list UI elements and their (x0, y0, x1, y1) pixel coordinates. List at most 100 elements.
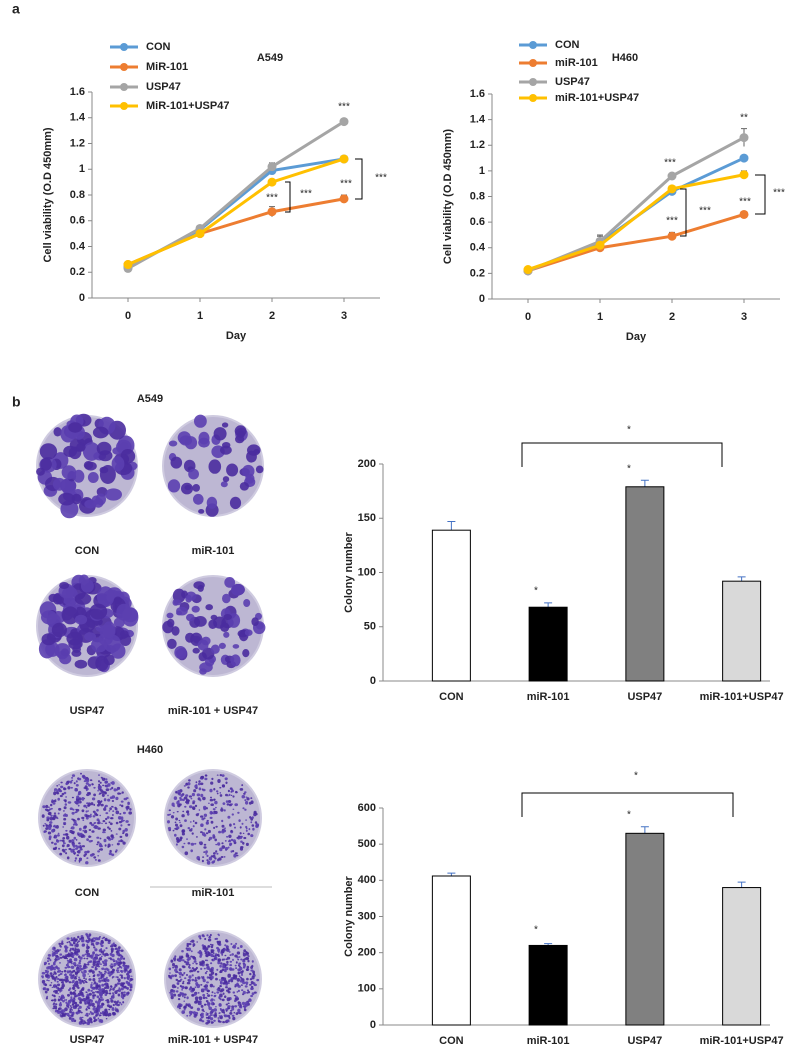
colony (118, 987, 121, 990)
colony (174, 833, 177, 837)
colony (98, 780, 100, 783)
colony (102, 820, 106, 823)
colony (193, 493, 204, 505)
colony (58, 942, 61, 946)
colony (103, 791, 107, 794)
colony (91, 966, 94, 968)
error-bar (640, 479, 649, 487)
colony (213, 995, 217, 998)
colony (41, 610, 58, 625)
colony (98, 977, 101, 980)
colony (115, 788, 119, 791)
colony (182, 980, 185, 983)
colony (250, 821, 253, 824)
colony (170, 959, 174, 963)
colony (65, 1001, 68, 1004)
colony (110, 999, 114, 1003)
colony (210, 1021, 214, 1024)
colony (120, 630, 129, 639)
colony (196, 941, 198, 943)
colony (62, 996, 65, 999)
colony (209, 816, 213, 820)
colony (122, 841, 126, 845)
annotation: * (634, 771, 638, 782)
colony (72, 1000, 75, 1003)
colony (226, 803, 230, 806)
colony (63, 999, 66, 1001)
colony (191, 939, 195, 943)
colony (129, 988, 132, 992)
colony (216, 774, 219, 776)
x-tick-label: 2 (269, 310, 275, 322)
colony (90, 985, 93, 989)
colony (81, 797, 85, 801)
bar (528, 606, 568, 682)
colony (107, 798, 111, 802)
colony (124, 828, 128, 832)
colony (205, 996, 208, 999)
colony (85, 981, 88, 984)
colony (53, 812, 57, 814)
colony (101, 960, 105, 963)
colony (59, 991, 61, 993)
colony (85, 978, 87, 980)
colony (61, 465, 77, 480)
colony (100, 800, 103, 803)
colony (250, 797, 253, 799)
colony (214, 838, 217, 842)
colony (81, 954, 85, 957)
colony (225, 1003, 228, 1006)
colony (62, 826, 65, 828)
colony (54, 979, 57, 982)
colony (97, 954, 100, 957)
colony (220, 445, 232, 455)
colony (92, 815, 96, 818)
colony-dish (164, 930, 262, 1028)
colony (234, 826, 236, 829)
colony (245, 829, 248, 832)
colony (227, 800, 232, 803)
x-tick-label: miR-101+USP47 (700, 691, 784, 703)
colony (175, 817, 179, 821)
colony (65, 963, 69, 967)
colony (251, 992, 255, 996)
colony (256, 978, 260, 982)
colony (81, 972, 84, 974)
colony (43, 830, 46, 834)
bar (431, 529, 471, 682)
x-tick-label: CON (439, 691, 464, 703)
colony (189, 970, 192, 973)
colony (96, 995, 100, 999)
colony (51, 951, 54, 953)
colony (112, 810, 115, 812)
colony (47, 831, 52, 835)
colony (194, 821, 198, 825)
colony (209, 983, 214, 988)
colony (50, 982, 53, 984)
colony (245, 819, 248, 821)
point (339, 154, 349, 164)
colony (53, 971, 56, 974)
colony (122, 997, 125, 1000)
colony (71, 649, 82, 657)
colony (55, 951, 59, 955)
colony (190, 849, 193, 853)
colony (109, 822, 113, 826)
colony (214, 938, 217, 940)
colony (66, 1012, 70, 1017)
colony (60, 942, 64, 945)
colony (109, 788, 112, 791)
colony (88, 783, 91, 787)
colony (175, 823, 178, 827)
colony (211, 958, 213, 961)
colony (67, 979, 70, 983)
colony (223, 614, 232, 620)
y-tick-label: 200 (358, 947, 376, 959)
colony (235, 961, 238, 964)
colony (181, 988, 183, 991)
colony (90, 942, 95, 946)
colony (234, 985, 237, 988)
colony (183, 1008, 186, 1011)
colony (250, 966, 254, 969)
colony (190, 797, 193, 800)
